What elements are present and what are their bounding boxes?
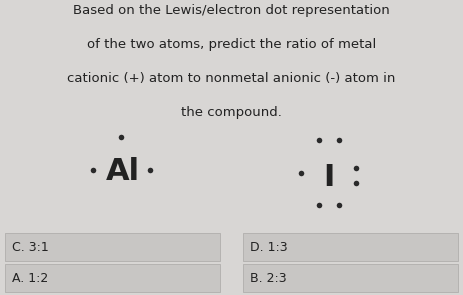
FancyBboxPatch shape — [243, 233, 458, 261]
Text: of the two atoms, predict the ratio of metal: of the two atoms, predict the ratio of m… — [87, 38, 376, 51]
FancyBboxPatch shape — [5, 264, 220, 292]
FancyBboxPatch shape — [5, 233, 220, 261]
Text: D. 1:3: D. 1:3 — [250, 240, 288, 254]
Text: Al: Al — [106, 157, 140, 186]
Text: Based on the Lewis/electron dot representation: Based on the Lewis/electron dot represen… — [73, 4, 390, 17]
Text: A. 1:2: A. 1:2 — [12, 271, 48, 285]
Text: cationic (+) atom to nonmetal anionic (-) atom in: cationic (+) atom to nonmetal anionic (-… — [67, 72, 396, 85]
Text: I: I — [323, 163, 334, 191]
Text: C. 3:1: C. 3:1 — [12, 240, 48, 254]
Text: B. 2:3: B. 2:3 — [250, 271, 287, 285]
FancyBboxPatch shape — [243, 264, 458, 292]
Text: the compound.: the compound. — [181, 106, 282, 119]
